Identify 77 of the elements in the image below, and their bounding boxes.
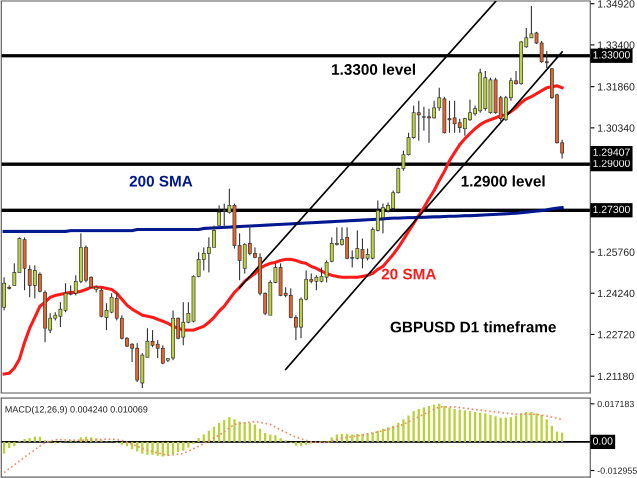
bar: [120, 442, 123, 445]
bar: [546, 419, 548, 442]
bar: [479, 412, 482, 442]
bar: [438, 404, 440, 442]
bar: [34, 436, 36, 442]
bar: [453, 408, 456, 442]
bar: [422, 408, 426, 442]
text: 200 SMA: [130, 176, 192, 187]
annotation: GBPUSD D1 timeframe: [390, 321, 556, 332]
bar: [264, 433, 266, 442]
y-tick-label: 1.31860: [598, 83, 634, 91]
bar: [432, 404, 436, 442]
bar: [458, 410, 461, 442]
bar: [560, 432, 564, 442]
bar: [136, 442, 138, 452]
bar: [397, 422, 400, 442]
bar: [464, 410, 466, 442]
bar: [304, 442, 308, 445]
y-tick-label: 1.34920: [598, 0, 634, 8]
bar: [177, 442, 180, 452]
bar: [248, 422, 251, 442]
bar: [13, 442, 16, 446]
bar: [8, 442, 10, 448]
y-tick-label: 1.30340: [598, 124, 634, 132]
bar: [218, 422, 220, 442]
bar: [274, 435, 277, 442]
series-label: 20 SMA: [382, 268, 436, 280]
line-series: [2, 84, 564, 376]
bar: [269, 434, 272, 442]
bar: [28, 438, 31, 442]
y-tick-label: 0.017183: [598, 400, 634, 408]
y-tick-label: 1.22720: [598, 330, 634, 338]
bar: [540, 414, 543, 442]
ref-line-label: 1.27300: [593, 206, 630, 214]
bar: [525, 412, 528, 442]
bar: [484, 413, 486, 442]
bar: [156, 442, 159, 456]
line-series: [2, 206, 564, 233]
ref-line-label: 0.00: [593, 437, 612, 445]
bar: [80, 437, 82, 442]
candlestick: [217, 204, 221, 226]
bar: [392, 426, 394, 442]
bar: [530, 412, 533, 442]
bar: [223, 420, 226, 442]
bar: [141, 442, 144, 454]
bar: [412, 411, 415, 442]
annotation: 1.2900 level: [462, 175, 545, 187]
bar: [443, 406, 446, 442]
y-tick-label: 1.21180: [598, 372, 634, 380]
bar: [418, 408, 420, 442]
bar: [351, 434, 354, 442]
bar: [197, 438, 200, 442]
text: MACD(12,26,9) 0.004240 0.010069: [6, 406, 148, 414]
bar: [504, 418, 507, 442]
annotation: 1.3300 level: [332, 64, 415, 75]
text: 1.29407: [593, 148, 630, 156]
y-tick-label: 1.33400: [598, 41, 634, 49]
bar: [182, 442, 184, 451]
bar: [356, 434, 358, 442]
bar: [279, 438, 282, 442]
bar: [187, 442, 190, 448]
ref-line-label: 1.29000: [593, 160, 630, 167]
bar: [376, 430, 379, 442]
ref-line-label: 1.33000: [593, 51, 630, 59]
bar: [228, 417, 230, 442]
bar: [500, 418, 502, 442]
y-tick-label: 1.25760: [598, 248, 634, 256]
y-tick-label: 1.24240: [598, 290, 634, 298]
bar: [202, 434, 205, 442]
y-tick-label: -0.012955: [598, 468, 637, 474]
bar: [162, 442, 164, 456]
bar: [520, 413, 522, 442]
bar: [208, 430, 210, 442]
bar: [550, 426, 554, 442]
line-series: [3, 406, 563, 474]
bar: [244, 422, 246, 442]
bar: [372, 432, 374, 442]
